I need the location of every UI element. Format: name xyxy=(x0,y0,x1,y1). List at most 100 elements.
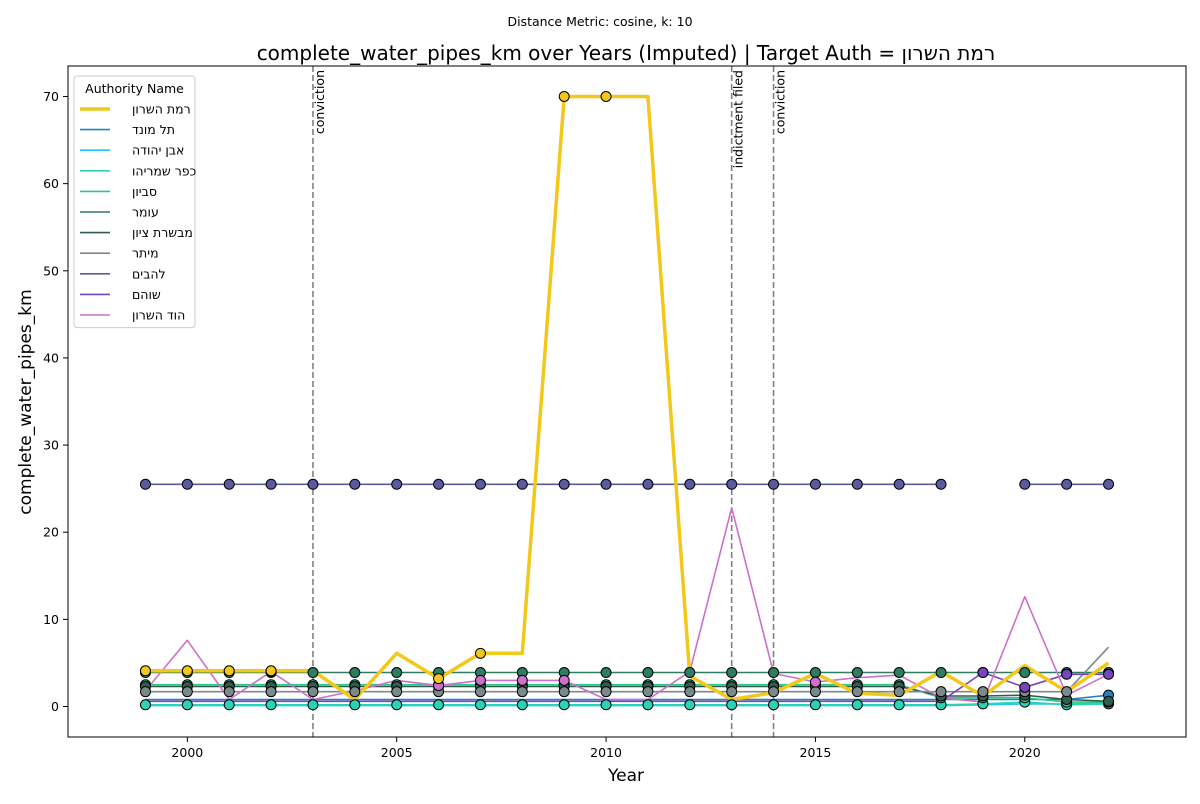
legend-label: כפר שמריהו xyxy=(132,163,196,178)
data-point xyxy=(391,667,403,679)
data-point xyxy=(223,478,235,490)
legend-label: מיתר xyxy=(132,246,159,261)
data-point xyxy=(726,686,738,698)
data-point xyxy=(977,686,989,698)
data-point xyxy=(851,478,863,490)
series-line xyxy=(145,671,1109,703)
y-tick-label: 50 xyxy=(43,263,59,278)
data-point xyxy=(307,699,319,711)
data-point xyxy=(851,667,863,679)
data-point xyxy=(893,699,905,711)
data-point xyxy=(642,699,654,711)
data-point xyxy=(307,478,319,490)
legend-label: אבן יהודה xyxy=(132,143,184,158)
data-point xyxy=(474,674,486,686)
data-point xyxy=(265,699,277,711)
x-tick-label: 2015 xyxy=(800,745,832,760)
data-point xyxy=(809,478,821,490)
data-point xyxy=(265,686,277,698)
data-point xyxy=(726,699,738,711)
data-point xyxy=(139,686,151,698)
data-point xyxy=(893,686,905,698)
data-point xyxy=(935,686,947,698)
data-point xyxy=(809,667,821,679)
series-line xyxy=(145,646,1110,693)
x-tick-label: 2005 xyxy=(381,745,413,760)
y-tick-label: 70 xyxy=(43,89,59,104)
series-line xyxy=(145,701,1109,706)
data-point xyxy=(223,686,235,698)
x-tick-label: 2000 xyxy=(171,745,203,760)
legend-label: עומר xyxy=(132,205,159,220)
data-point xyxy=(474,686,486,698)
legend-box xyxy=(73,75,196,329)
data-point xyxy=(684,686,696,698)
data-point xyxy=(307,667,319,679)
data-point xyxy=(642,478,654,490)
data-point xyxy=(558,478,570,490)
data-point xyxy=(181,478,193,490)
data-point xyxy=(516,674,528,686)
data-point xyxy=(181,665,193,677)
data-point xyxy=(433,699,445,711)
data-point xyxy=(474,647,486,659)
data-point xyxy=(809,699,821,711)
chart-title: complete_water_pipes_km over Years (Impu… xyxy=(257,41,996,65)
data-point xyxy=(1103,478,1115,490)
data-point xyxy=(935,478,947,490)
data-point xyxy=(223,665,235,677)
legend-label: להבים xyxy=(132,266,166,281)
y-tick-label: 0 xyxy=(51,699,59,714)
event-label: conviction xyxy=(773,70,788,134)
data-point xyxy=(1061,668,1073,680)
data-point xyxy=(349,686,361,698)
data-point xyxy=(516,686,528,698)
data-point xyxy=(726,667,738,679)
data-point xyxy=(768,667,780,679)
y-tick-label: 60 xyxy=(43,176,59,191)
data-point xyxy=(768,478,780,490)
data-point xyxy=(1019,681,1031,693)
event-label: indictment filed xyxy=(731,70,746,168)
data-point xyxy=(474,478,486,490)
data-point xyxy=(642,686,654,698)
data-point xyxy=(558,699,570,711)
data-point xyxy=(558,91,570,102)
data-point xyxy=(893,478,905,490)
series-line xyxy=(144,507,1109,703)
data-point xyxy=(851,699,863,711)
data-point xyxy=(223,699,235,711)
data-point xyxy=(768,699,780,711)
y-tick-label: 40 xyxy=(43,350,59,365)
data-point xyxy=(600,686,612,698)
data-point xyxy=(600,91,612,102)
legend-label: רמת השרון xyxy=(132,102,191,117)
data-point xyxy=(516,478,528,490)
chart-suptitle: Distance Metric: cosine, k: 10 xyxy=(507,14,692,29)
data-point xyxy=(558,674,570,686)
data-point xyxy=(1019,667,1031,679)
data-point xyxy=(139,665,151,677)
data-point xyxy=(558,686,570,698)
data-point xyxy=(433,478,445,490)
data-point xyxy=(307,686,319,698)
x-tick-label: 2020 xyxy=(1009,745,1041,760)
data-point xyxy=(139,478,151,490)
data-point xyxy=(809,686,821,698)
data-point xyxy=(391,686,403,698)
y-tick-label: 20 xyxy=(43,525,59,540)
legend-label: תל מונד xyxy=(132,122,175,137)
data-point xyxy=(349,667,361,679)
legend-label: הוד השרון xyxy=(132,308,185,323)
data-point xyxy=(265,478,277,490)
data-point xyxy=(139,699,151,711)
data-point xyxy=(349,478,361,490)
plot-area: conviction indictment filed conviction 2000… xyxy=(43,65,1187,760)
data-point xyxy=(851,686,863,698)
data-point xyxy=(1061,686,1073,698)
data-point xyxy=(1103,695,1115,707)
data-point xyxy=(391,478,403,490)
plot-clip-group xyxy=(139,66,1115,737)
